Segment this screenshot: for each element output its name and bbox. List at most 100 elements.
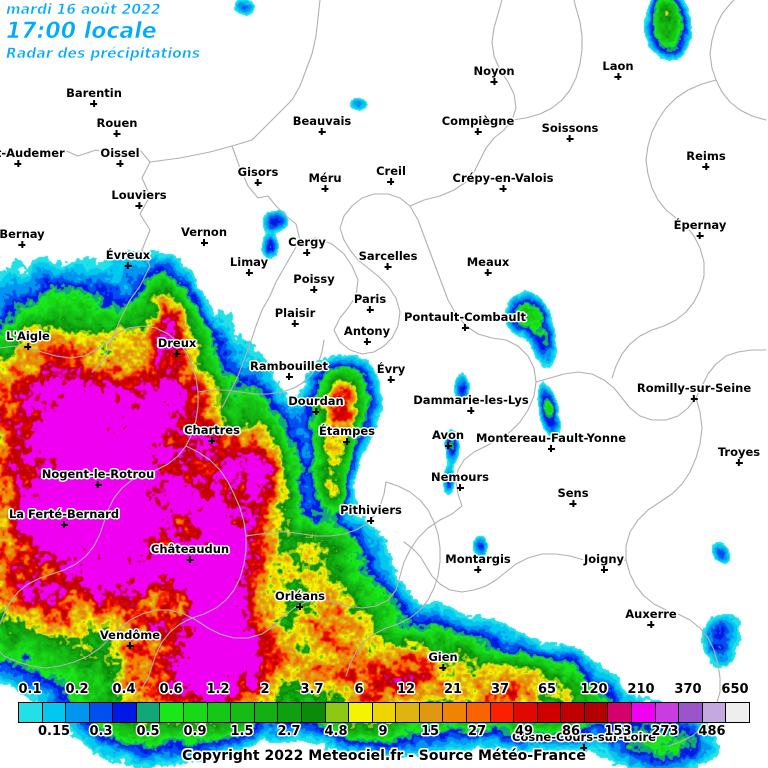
city-name: Méru xyxy=(308,171,342,185)
legend-swatch-11[interactable] xyxy=(278,703,302,722)
city-label: Méru xyxy=(308,171,342,192)
legend-tick-bottom-11: 86 xyxy=(561,724,581,739)
city-marker-icon xyxy=(363,338,371,345)
city-name: Romilly-sur-Seine xyxy=(636,381,752,395)
city-name: Évry xyxy=(376,362,406,376)
legend-swatch-12[interactable] xyxy=(301,703,326,722)
city-marker-icon xyxy=(208,437,216,444)
city-marker-icon xyxy=(456,484,464,491)
city-marker-icon xyxy=(90,100,98,107)
city-label: Sens xyxy=(557,486,589,507)
legend-swatch-17[interactable] xyxy=(419,703,444,722)
city-name: Nemours xyxy=(430,470,490,484)
legend-swatch-21[interactable] xyxy=(514,703,538,722)
city-name: Montereau-Fault-Yonne xyxy=(475,431,627,445)
legend-tick-bottom-2: 0.5 xyxy=(136,724,160,739)
legend-swatch-23[interactable] xyxy=(561,703,585,722)
legend-tick-top-1: 0.2 xyxy=(65,682,89,697)
legend-swatch-19[interactable] xyxy=(466,703,491,722)
legend-tick-top-11: 65 xyxy=(537,682,557,697)
legend-swatch-29[interactable] xyxy=(702,703,727,722)
city-label: Auxerre xyxy=(625,608,677,628)
legend-swatch-7[interactable] xyxy=(184,703,208,722)
legend-swatch-25[interactable] xyxy=(608,703,633,722)
city-name: Épernay xyxy=(673,218,727,232)
city-name: Poissy xyxy=(293,272,335,286)
city-label: Nemours xyxy=(430,470,490,491)
legend-swatch-30[interactable] xyxy=(726,703,749,722)
map-header: mardi 16 août 2022 17:00 locale Radar de… xyxy=(6,0,201,63)
city-label: Pithiviers xyxy=(340,503,402,524)
city-label: Nogent-le-Rotrou xyxy=(42,468,154,488)
city-label: Compiègne xyxy=(441,114,515,135)
legend-swatch-1[interactable] xyxy=(42,703,67,722)
legend-swatch-8[interactable] xyxy=(207,703,232,722)
city-name: Sarcelles xyxy=(358,249,418,263)
city-label: Avon xyxy=(432,429,464,449)
legend-swatch-14[interactable] xyxy=(349,703,373,722)
city-name: Sens xyxy=(557,486,589,500)
city-label: Poissy xyxy=(293,272,335,293)
legend-tick-top-14: 370 xyxy=(674,682,702,697)
legend-swatch-6[interactable] xyxy=(160,703,185,722)
city-label: Joigny xyxy=(584,553,624,573)
city-marker-icon xyxy=(94,481,102,488)
legend-swatch-15[interactable] xyxy=(372,703,397,722)
legend-tick-bottom-1: 0.3 xyxy=(89,724,113,739)
city-label: Reims xyxy=(686,149,726,170)
city-name: Noyon xyxy=(473,64,515,78)
legend-swatch-2[interactable] xyxy=(66,703,90,722)
city-marker-icon xyxy=(696,232,704,239)
legend-swatch-27[interactable] xyxy=(655,703,680,722)
legend-swatch-4[interactable] xyxy=(113,703,137,722)
city-marker-icon xyxy=(367,517,375,524)
legend-swatch-16[interactable] xyxy=(396,703,420,722)
city-marker-icon xyxy=(439,664,447,671)
legend-swatch-5[interactable] xyxy=(136,703,161,722)
legend-swatch-26[interactable] xyxy=(632,703,656,722)
city-marker-icon xyxy=(474,566,482,573)
city-label: Châteaudun xyxy=(150,542,230,563)
city-marker-icon xyxy=(461,324,469,331)
city-name: Dourdan xyxy=(288,394,344,408)
legend-color-bar[interactable] xyxy=(18,702,750,723)
legend-swatch-22[interactable] xyxy=(537,703,562,722)
city-name: Pithiviers xyxy=(340,503,402,517)
city-name: Étampes xyxy=(319,424,375,438)
city-name: Évreux xyxy=(105,248,151,262)
city-name: Limay xyxy=(229,255,269,269)
city-marker-icon xyxy=(387,178,395,185)
legend-swatch-10[interactable] xyxy=(254,703,279,722)
legend-swatch-13[interactable] xyxy=(325,703,350,722)
city-label: Romilly-sur-Seine xyxy=(636,381,752,402)
legend-swatch-3[interactable] xyxy=(89,703,114,722)
city-marker-icon xyxy=(318,128,326,135)
city-marker-icon xyxy=(366,306,374,313)
city-marker-icon xyxy=(321,185,329,192)
city-label: Dourdan xyxy=(288,394,344,415)
city-label: Cosne-Cours-sur-Loire xyxy=(512,731,656,751)
city-name: Compiègne xyxy=(441,114,515,128)
legend-tick-bottom-9: 27 xyxy=(467,724,487,739)
city-marker-icon xyxy=(474,128,482,135)
city-name: Châteaudun xyxy=(150,542,230,556)
legend-swatch-20[interactable] xyxy=(490,703,515,722)
city-name: Louviers xyxy=(111,188,167,202)
legend-swatch-9[interactable] xyxy=(231,703,255,722)
city-name: Chartres xyxy=(184,423,240,437)
city-name: Soissons xyxy=(541,121,599,135)
city-marker-icon xyxy=(291,320,299,327)
city-name: Laon xyxy=(602,59,634,73)
legend-swatch-24[interactable] xyxy=(584,703,609,722)
city-name: Reims xyxy=(686,149,726,163)
city-label: Noyon xyxy=(473,64,515,85)
city-marker-icon xyxy=(312,408,320,415)
city-marker-icon xyxy=(124,262,132,269)
legend-swatch-28[interactable] xyxy=(679,703,703,722)
legend-swatch-18[interactable] xyxy=(443,703,467,722)
city-marker-icon xyxy=(113,130,121,137)
city-label: Dreux xyxy=(158,337,196,357)
legend-swatch-0[interactable] xyxy=(19,703,43,722)
city-label: La Ferté-Bernard xyxy=(9,508,119,528)
city-label: Plaisir xyxy=(275,307,315,327)
